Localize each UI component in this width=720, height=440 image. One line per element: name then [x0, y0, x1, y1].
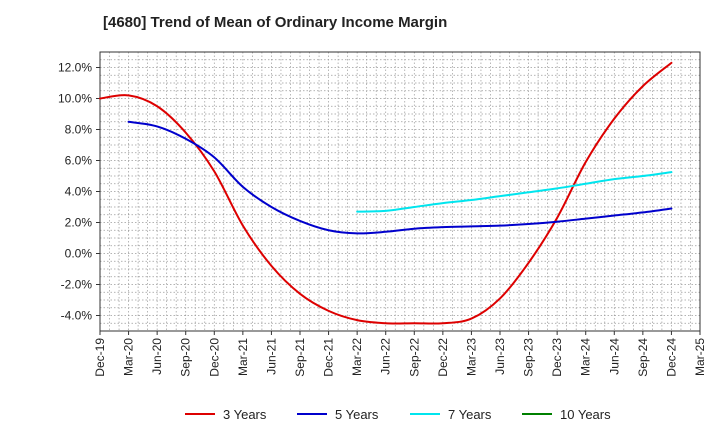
x-tick-label: Sep-24: [636, 338, 650, 377]
x-tick-label: Sep-20: [179, 338, 193, 377]
y-tick-label: 8.0%: [65, 123, 93, 137]
y-tick-label: 6.0%: [65, 154, 93, 168]
x-tick-label: Jun-24: [607, 338, 621, 375]
x-tick-label: Jun-22: [379, 338, 393, 375]
x-tick-label: Dec-21: [322, 338, 336, 377]
x-tick-label: Mar-22: [350, 338, 364, 376]
x-tick-label: Dec-24: [664, 338, 678, 377]
x-tick-label: Dec-20: [207, 338, 221, 377]
x-tick-label: Mar-25: [693, 338, 707, 376]
y-tick-label: -4.0%: [61, 309, 93, 323]
x-tick-label: Sep-21: [293, 338, 307, 377]
y-tick-label: 12.0%: [58, 61, 92, 75]
x-tick-label: Sep-23: [522, 338, 536, 377]
x-tick-label: Jun-21: [264, 338, 278, 375]
axes-layer: -4.0% -2.0% 0.0% 2.0% 4.0% 6.0% 8.0% 10.0% 12.0%…: [58, 51, 707, 377]
y-tick-label: 10.0%: [58, 92, 92, 106]
x-tick-label: Dec-19: [93, 338, 107, 377]
y-tick-label: -2.0%: [61, 278, 93, 292]
x-tick-label: Mar-20: [122, 338, 136, 376]
y-tick-label: 0.0%: [65, 247, 93, 261]
legend: 3 Years 5 Years 7 Years 10 Years: [185, 407, 611, 422]
legend-label-7-years: 7 Years: [448, 407, 492, 422]
series-line-7-years: [356, 171, 673, 213]
x-tick-label: Sep-22: [407, 338, 421, 377]
x-tick-label: Mar-24: [579, 338, 593, 376]
y-tick-label: 4.0%: [65, 185, 93, 199]
x-tick-label: Jun-23: [493, 338, 507, 375]
series-layer: [99, 61, 673, 325]
y-tick-label: 2.0%: [65, 216, 93, 230]
legend-label-3-years: 3 Years: [223, 407, 267, 422]
legend-label-10-years: 10 Years: [560, 407, 611, 422]
x-tick-label: Dec-23: [550, 338, 564, 377]
x-tick-label: Jun-20: [150, 338, 164, 375]
grid-layer: [99, 51, 701, 332]
legend-label-5-years: 5 Years: [335, 407, 379, 422]
series-line-5-years: [127, 120, 673, 235]
x-tick-label: Dec-22: [436, 338, 450, 377]
plot-area-frame: [99, 51, 701, 332]
x-tick-label: Mar-21: [236, 338, 250, 376]
chart-title: [4680] Trend of Mean of Ordinary Income …: [103, 14, 448, 31]
x-tick-label: Mar-23: [464, 338, 478, 376]
